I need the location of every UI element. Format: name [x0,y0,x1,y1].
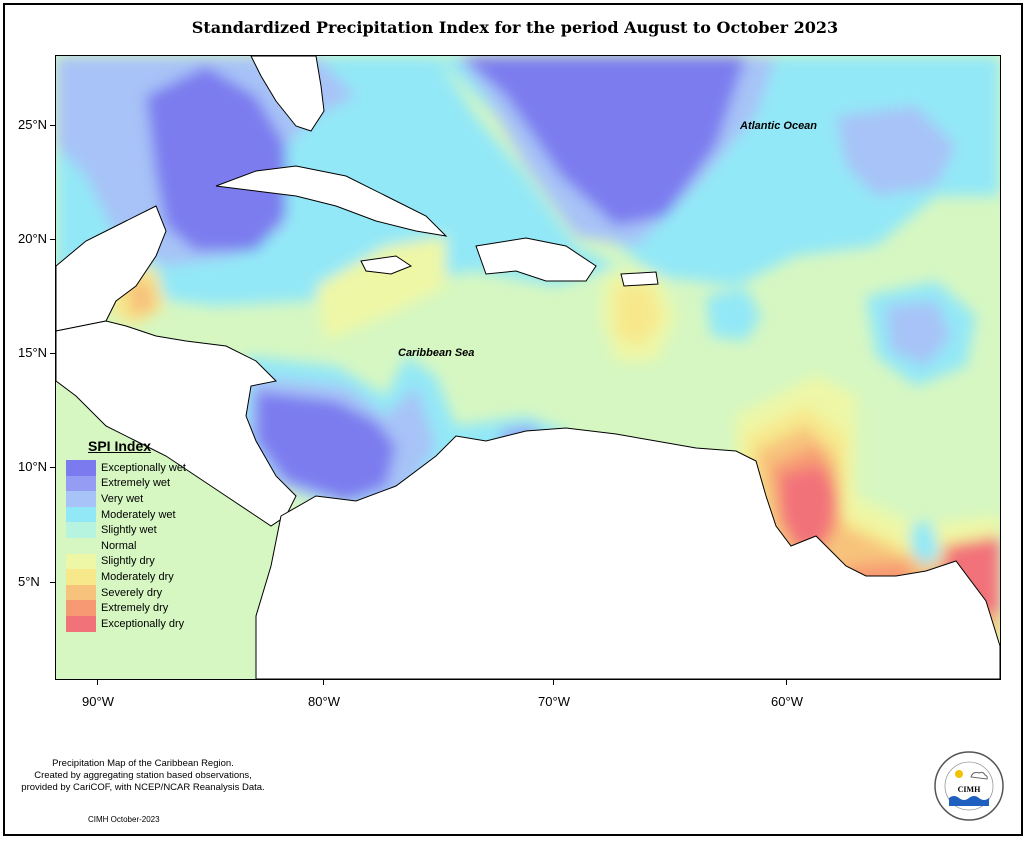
legend-label: Extremely wet [101,477,171,490]
legend-title: SPI Index [88,438,152,454]
legend-item: Moderately wet [66,506,186,523]
spi-map [56,56,1000,679]
legend-item: Extremely wet [66,475,186,492]
legend-label: Very wet [101,492,144,505]
cuba-land [215,165,448,237]
dry-zone-jamaica [316,236,446,341]
x-tick [553,680,554,685]
y-tick [50,239,55,240]
exceptional-wet-central-america [256,391,396,501]
legend-label: Extremely dry [101,602,169,615]
legend-label: Severely dry [101,586,163,599]
x-tick-label: 70°W [538,694,570,709]
legend-item: Exceptionally wet [66,460,186,476]
legend-item: Very wet [66,491,186,507]
credits-line: Created by aggregating station based obs… [34,770,252,781]
y-tick-label: 20°N [18,231,48,246]
y-tick [50,353,55,354]
y-tick-label: 5°N [18,574,40,589]
legend-label: Exceptionally wet [101,461,186,474]
legend-label: Moderately dry [101,570,174,583]
map-area: Atlantic Ocean Caribbean Sea [55,55,1001,680]
central-america-land [56,320,297,527]
spi-legend: SPI Index Exceptionally wet Extremely wet… [66,438,186,632]
y-tick-label: 10°N [18,459,48,474]
figure-frame [3,3,1023,836]
legend-items: Exceptionally wet Extremely wet Very wet Mo… [66,460,186,632]
legend-swatch [66,615,96,632]
y-tick [50,582,55,583]
legend-swatch [66,584,96,601]
wet-zone-leewards [706,288,761,341]
x-tick [323,680,324,685]
legend-swatch [66,506,96,523]
legend-item: Moderately dry [66,569,186,585]
cloud-icon [970,771,988,780]
cimh-logo: CIMH [934,751,1004,821]
legend-swatch [66,460,96,476]
x-tick [786,680,787,685]
y-tick [50,125,55,126]
sun-icon [955,770,963,778]
credits-text: Precipitation Map of the Caribbean Regio… [8,758,278,794]
wave-icon [949,796,989,806]
legend-swatch [66,553,96,570]
atlantic-ocean-label: Atlantic Ocean [740,120,818,132]
exceptional-wet-atlantic [461,56,746,226]
south-america-land [255,427,1000,679]
caribbean-sea-label: Caribbean Sea [398,347,475,359]
legend-swatch [66,537,96,554]
legend-label: Moderately wet [101,508,176,521]
issue-date: CIMH October-2023 [88,815,160,824]
credits-line: provided by CariCOF, with NCEP/NCAR Rean… [21,782,265,793]
legend-item: Slightly wet [66,522,186,538]
legend-item: Slightly dry [66,553,186,570]
dry-zone-belize-core [126,281,156,316]
hispaniola-land [475,237,597,282]
exceptional-wet-gulf [146,66,286,251]
legend-swatch [66,522,96,538]
x-tick-label: 60°W [771,694,803,709]
puerto-rico-land [620,271,659,287]
credits-line: Precipitation Map of the Caribbean Regio… [52,758,234,769]
legend-swatch [66,491,96,507]
legend-label: Slightly wet [101,524,157,537]
legend-swatch [66,569,96,585]
exceptional-dry-guyana [781,466,836,551]
legend-item: Normal [66,537,186,554]
legend-item: Exceptionally dry [66,615,186,632]
y-tick [50,467,55,468]
florida-land [250,56,325,132]
x-tick [97,680,98,685]
x-tick-label: 80°W [308,694,340,709]
legend-item: Severely dry [66,584,186,601]
dry-zone-puerto-rico-core [616,284,661,346]
x-tick-label: 90°W [82,694,114,709]
legend-swatch [66,600,96,616]
land-masses [56,56,1000,679]
wet-zone-atlantic-east [836,106,956,196]
wet-spot-suriname [911,521,941,566]
legend-swatch [66,475,96,492]
y-tick-label: 25°N [18,117,48,132]
map-title: Standardized Precipitation Index for the… [191,18,839,37]
very-wet-east [886,301,951,366]
legend-label: Slightly dry [101,555,155,568]
legend-label: Normal [101,539,137,552]
y-tick-label: 15°N [18,345,48,360]
jamaica-land [360,255,413,275]
legend-label: Exceptionally dry [101,617,185,630]
legend-item: Extremely dry [66,600,186,616]
logo-text: CIMH [958,785,981,794]
